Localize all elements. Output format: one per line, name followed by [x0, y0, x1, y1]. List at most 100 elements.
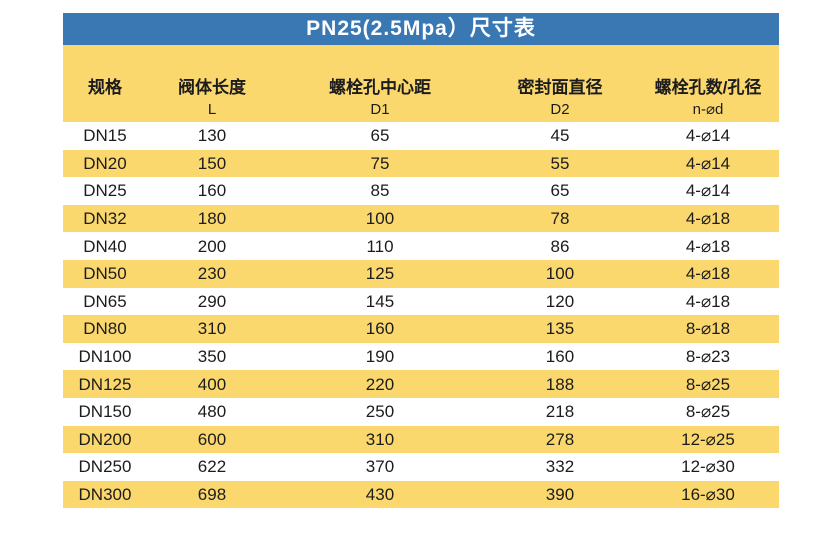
table-cell: 130: [197, 126, 227, 146]
table-cell: 4-⌀14: [685, 153, 731, 173]
table-cell: 480: [197, 402, 227, 422]
table-cell: 65: [370, 126, 390, 146]
column-header: 密封面直径 D2: [483, 75, 637, 119]
table-cell: 600: [197, 429, 227, 449]
table-cell: 4-⌀14: [685, 181, 731, 201]
table-row: DN40 200 110 86 4-⌀18: [63, 232, 779, 260]
table-cell: DN300: [78, 485, 132, 505]
table-row: DN125 400 220 188 8-⌀25: [63, 370, 779, 398]
table-cell: DN80: [83, 319, 127, 339]
table-cell: 8-⌀25: [685, 374, 731, 394]
table-cell: 160: [365, 319, 395, 339]
table-cell: 12-⌀25: [681, 429, 735, 449]
table-cell: 218: [545, 402, 575, 422]
table-cell: 332: [545, 457, 575, 477]
table-cell: 278: [545, 429, 575, 449]
table-cell: 370: [365, 457, 395, 477]
table-cell: 390: [545, 485, 575, 505]
table-row: DN100 350 190 160 8-⌀23: [63, 342, 779, 371]
table-cell: 250: [365, 402, 395, 422]
table-cell: DN65: [83, 291, 127, 311]
table-cell: 75: [370, 153, 390, 173]
table-cell: DN150: [78, 402, 132, 422]
table-cell: 4-⌀18: [685, 236, 731, 256]
table-cell: 8-⌀25: [685, 402, 731, 422]
table-cell: DN15: [83, 126, 127, 146]
column-header-symbol: [63, 101, 147, 119]
table-cell: 190: [365, 347, 395, 367]
table-cell: DN25: [83, 181, 127, 201]
table-cell: 310: [197, 319, 227, 339]
table-cell: 145: [365, 291, 395, 311]
table-cell: 290: [197, 291, 227, 311]
table-cell: 86: [550, 236, 570, 256]
table-cell: DN50: [83, 264, 127, 284]
column-header-symbol: L: [207, 101, 217, 118]
table-cell: 400: [197, 374, 227, 394]
table-cell: 8-⌀23: [685, 347, 731, 367]
table-header-row: 规格 阀体长度 L 螺栓孔中心距 D1 密封面直径 D2 螺栓孔数/孔径 n-⌀d: [63, 45, 779, 122]
table-cell: 180: [197, 209, 227, 229]
table-cell: 120: [545, 291, 575, 311]
table-cell: 4-⌀14: [685, 126, 731, 146]
table-cell: 188: [545, 374, 575, 394]
column-header: 螺栓孔数/孔径 n-⌀d: [637, 75, 779, 119]
table-cell: DN100: [78, 347, 132, 367]
table-row: DN80 310 160 135 8-⌀18: [63, 315, 779, 343]
table-row: DN50 230 125 100 4-⌀18: [63, 259, 779, 288]
table-row: DN300 698 430 390 16-⌀30: [63, 480, 779, 509]
table-cell: 110: [366, 236, 394, 256]
table-cell: DN20: [83, 153, 127, 173]
table-cell: 350: [197, 347, 227, 367]
table-cell: 100: [545, 264, 575, 284]
table-row: DN32 180 100 78 4-⌀18: [63, 204, 779, 233]
table-body: DN15 130 65 45 4-⌀14 DN20 150 75 55 4-⌀14 DN25 160 8…: [63, 122, 779, 509]
table-cell: 160: [545, 347, 575, 367]
table-cell: 65: [550, 181, 570, 201]
table-cell: 45: [550, 126, 570, 146]
table-cell: 135: [545, 319, 575, 339]
table-cell: 4-⌀18: [685, 291, 731, 311]
column-header: 规格: [63, 75, 147, 119]
table-cell: 310: [365, 429, 395, 449]
column-header-label: 螺栓孔中心距: [328, 78, 431, 97]
table-row: DN20 150 75 55 4-⌀14: [63, 149, 779, 178]
table-cell: 200: [197, 236, 227, 256]
table-cell: 622: [197, 457, 227, 477]
table-cell: 4-⌀18: [685, 264, 731, 284]
column-header: 螺栓孔中心距 D1: [277, 75, 483, 119]
table-cell: 150: [197, 153, 227, 173]
table-cell: 8-⌀18: [685, 319, 731, 339]
table-cell: 78: [550, 209, 570, 229]
table-cell: 698: [197, 485, 227, 505]
table-cell: DN40: [83, 236, 127, 256]
table-row: DN150 480 250 218 8-⌀25: [63, 397, 779, 426]
table-cell: DN125: [78, 374, 132, 394]
table-cell: DN32: [83, 209, 127, 229]
table-cell: DN250: [78, 457, 132, 477]
column-header-label: 螺栓孔数/孔径: [654, 78, 762, 97]
table-cell: 430: [365, 485, 395, 505]
column-header-symbol: D1: [370, 101, 390, 118]
table-row: DN250 622 370 332 12-⌀30: [63, 453, 779, 481]
table-row: DN200 600 310 278 12-⌀25: [63, 425, 779, 454]
table-cell: DN200: [78, 429, 132, 449]
column-header-label: 阀体长度: [177, 78, 246, 97]
table-cell: 230: [197, 264, 227, 284]
table-cell: 160: [197, 181, 227, 201]
table-row: DN25 160 85 65 4-⌀14: [63, 177, 779, 205]
table-cell: 4-⌀18: [685, 209, 731, 229]
table-cell: 16-⌀30: [681, 485, 735, 505]
dimension-spec-table: PN25(2.5Mpa）尺寸表 规格 阀体长度 L 螺栓孔中心距 D1 密封面直径 D2 螺栓…: [63, 13, 779, 509]
table-cell: 85: [370, 181, 390, 201]
table-cell: 125: [365, 264, 395, 284]
table-title: PN25(2.5Mpa）尺寸表: [63, 13, 779, 45]
column-header-label: 密封面直径: [517, 78, 603, 97]
table-row: DN15 130 65 45 4-⌀14: [63, 122, 779, 150]
table-row: DN65 290 145 120 4-⌀18: [63, 287, 779, 316]
column-header-symbol: D2: [550, 101, 570, 118]
table-cell: 55: [550, 153, 570, 173]
column-header: 阀体长度 L: [147, 75, 277, 119]
column-header-symbol: n-⌀d: [692, 101, 724, 118]
